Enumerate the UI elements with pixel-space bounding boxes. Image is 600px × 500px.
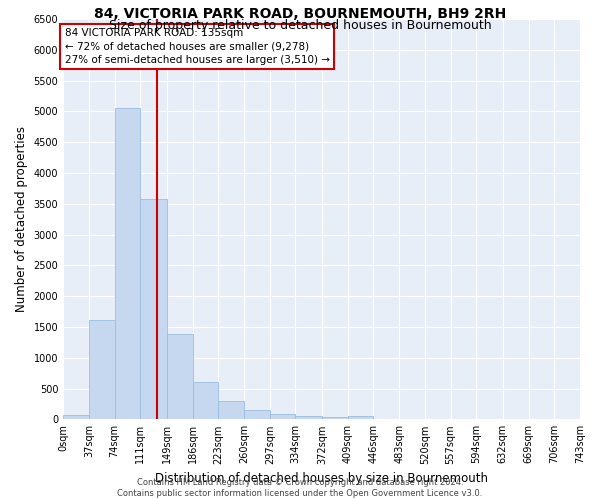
Text: 84 VICTORIA PARK ROAD: 135sqm
← 72% of detached houses are smaller (9,278)
27% o: 84 VICTORIA PARK ROAD: 135sqm ← 72% of d… xyxy=(65,28,329,64)
Text: 84, VICTORIA PARK ROAD, BOURNEMOUTH, BH9 2RH: 84, VICTORIA PARK ROAD, BOURNEMOUTH, BH9… xyxy=(94,8,506,22)
X-axis label: Distribution of detached houses by size in Bournemouth: Distribution of detached houses by size … xyxy=(155,472,488,485)
Bar xyxy=(270,414,295,420)
Bar xyxy=(322,418,347,420)
Text: Contains HM Land Registry data © Crown copyright and database right 2024.
Contai: Contains HM Land Registry data © Crown c… xyxy=(118,478,482,498)
Text: Size of property relative to detached houses in Bournemouth: Size of property relative to detached ho… xyxy=(109,19,491,32)
Bar xyxy=(167,334,193,420)
Bar xyxy=(140,199,167,420)
Bar xyxy=(218,401,244,419)
Bar xyxy=(115,108,140,420)
Bar xyxy=(89,320,115,420)
Bar xyxy=(193,382,218,420)
Bar xyxy=(295,416,322,420)
Bar xyxy=(244,410,270,420)
Bar xyxy=(63,414,89,420)
Bar xyxy=(347,416,373,420)
Y-axis label: Number of detached properties: Number of detached properties xyxy=(15,126,28,312)
